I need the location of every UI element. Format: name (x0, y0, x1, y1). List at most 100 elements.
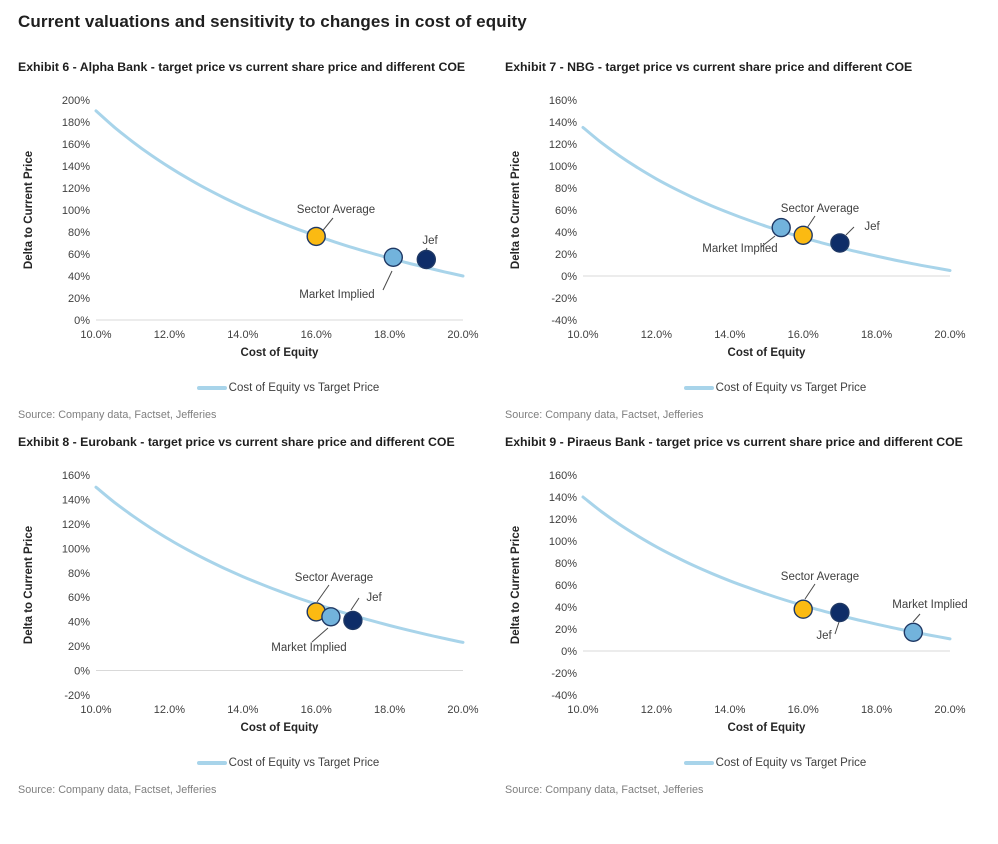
jef-callout-line (834, 621, 840, 635)
x-tick-label: 14.0% (227, 704, 258, 716)
chart-card-eurobank: Exhibit 8 - Eurobank - target price vs c… (18, 435, 488, 796)
y-tick-label: 0% (561, 271, 577, 283)
piraeus-bank-chart: 160% 140% 120% 100% 80% 60% 40% 20% 0% -20% -40% 10… (510, 470, 968, 734)
x-tick-label: 10.0% (567, 329, 598, 341)
exhibit-title: Exhibit 9 - Piraeus Bank - target price … (505, 434, 963, 449)
legend-line-swatch (683, 386, 714, 390)
y-tick-label: 160% (549, 95, 577, 107)
market-implied-marker (903, 622, 923, 642)
source-note: Source: Company data, Factset, Jefferies (18, 783, 217, 796)
y-tick-label: 60% (555, 205, 577, 217)
coe-vs-target-price-curve (94, 485, 465, 644)
x-axis-title: Cost of Equity (241, 722, 320, 734)
y-axis-title: Delta to Current Price (510, 151, 522, 269)
y-tick-label: 140% (549, 117, 577, 129)
y-tick-label: 80% (555, 183, 577, 195)
y-tick-label: 100% (62, 543, 90, 555)
jef-marker (830, 602, 850, 623)
legend-line-swatch (683, 761, 714, 765)
x-tick-label: 16.0% (788, 704, 819, 716)
y-tick-label: 40% (555, 227, 577, 239)
x-tick-label: 20.0% (934, 704, 965, 716)
jef-marker (830, 233, 850, 253)
y-tick-label: 140% (62, 494, 90, 506)
y-tick-label: 120% (549, 139, 577, 151)
y-tick-label: 120% (62, 519, 90, 531)
y-tick-label: 120% (549, 514, 577, 526)
y-tick-label: 200% (62, 95, 90, 107)
market-implied-label: Market Implied (892, 599, 967, 611)
market-implied-marker (771, 217, 791, 238)
y-tick-label: 80% (68, 568, 90, 580)
page-title: Current valuations and sensitivity to ch… (18, 12, 527, 31)
x-axis-title: Cost of Equity (241, 347, 320, 359)
x-tick-label: 10.0% (80, 329, 111, 341)
x-tick-label: 16.0% (301, 704, 332, 716)
y-tick-label: 140% (62, 161, 90, 173)
x-tick-label: 14.0% (227, 329, 258, 341)
legend-line-swatch (196, 761, 227, 765)
jef-marker (343, 610, 363, 631)
y-tick-label: 100% (62, 205, 90, 217)
sector-average-label: Sector Average (297, 204, 375, 216)
eurobank-chart: 160% 140% 120% 100% 80% 60% 40% 20% 0% -20% 10.0% 1… (23, 470, 479, 734)
y-tick-label: -20% (551, 293, 577, 305)
y-tick-label: -20% (64, 690, 90, 702)
x-tick-label: 14.0% (714, 329, 745, 341)
x-tick-label: 18.0% (861, 704, 892, 716)
y-tick-label: 20% (555, 249, 577, 261)
x-tick-label: 10.0% (567, 704, 598, 716)
legend-label: Cost of Equity vs Target Price (715, 756, 867, 769)
nbg-chart: 160% 140% 120% 100% 80% 60% 40% 20% 0% -20% -40% 10… (510, 95, 966, 359)
x-axis-title: Cost of Equity (728, 722, 807, 734)
market-implied-callout-line (311, 627, 329, 643)
chart-legend: Cost of Equity vs Target Price (575, 757, 975, 769)
y-tick-label: 60% (555, 580, 577, 592)
exhibit-title: Exhibit 6 - Alpha Bank - target price vs… (18, 60, 466, 74)
y-tick-label: 0% (561, 646, 577, 658)
market-implied-callout-line (382, 270, 393, 291)
chart-legend: Cost of Equity vs Target Price (88, 382, 488, 394)
market-implied-label: Market Implied (702, 243, 777, 255)
jef-label: Jef (366, 592, 382, 604)
y-tick-label: -40% (551, 690, 577, 702)
x-tick-label: 20.0% (447, 329, 478, 341)
y-tick-label: 0% (74, 666, 90, 678)
report-page: Current valuations and sensitivity to ch… (18, 12, 975, 796)
y-tick-label: 20% (68, 293, 90, 305)
y-tick-label: 100% (549, 161, 577, 173)
source-note: Source: Company data, Factset, Jefferies (505, 408, 704, 421)
x-tick-label: 12.0% (641, 704, 672, 716)
jef-callout-line (350, 597, 360, 611)
jef-label: Jef (864, 221, 880, 233)
y-tick-label: 40% (68, 271, 90, 283)
y-axis-title: Delta to Current Price (23, 151, 35, 269)
sector-average-marker (793, 599, 813, 619)
y-tick-label: 40% (68, 617, 90, 629)
exhibit-title: Exhibit 8 - Eurobank - target price vs c… (18, 434, 455, 449)
y-axis-title: Delta to Current Price (23, 526, 35, 644)
jef-label: Jef (422, 235, 438, 247)
y-tick-label: 20% (555, 624, 577, 636)
market-implied-label: Market Implied (299, 289, 374, 301)
market-implied-callout-line (912, 613, 921, 623)
chart-card-alpha-bank: Exhibit 6 - Alpha Bank - target price vs… (18, 60, 488, 421)
legend-line-swatch (196, 386, 227, 390)
chart-card-piraeus-bank: Exhibit 9 - Piraeus Bank - target price … (505, 435, 975, 796)
chart-card-nbg: Exhibit 7 - NBG - target price vs curren… (505, 60, 975, 421)
y-tick-label: 60% (68, 249, 90, 261)
y-tick-label: 160% (62, 470, 90, 482)
x-tick-label: 14.0% (714, 704, 745, 716)
y-tick-label: 100% (549, 536, 577, 548)
sector-average-marker (793, 225, 813, 245)
coe-vs-target-price-curve (94, 109, 465, 278)
y-tick-label: 140% (549, 492, 577, 504)
sector-average-label: Sector Average (781, 203, 859, 215)
x-tick-label: 18.0% (374, 329, 405, 341)
coe-vs-target-price-curve (581, 495, 952, 641)
x-tick-label: 12.0% (154, 704, 185, 716)
y-tick-label: 120% (62, 183, 90, 195)
x-axis-title: Cost of Equity (728, 347, 807, 359)
x-tick-label: 20.0% (934, 329, 965, 341)
x-tick-label: 20.0% (447, 704, 478, 716)
